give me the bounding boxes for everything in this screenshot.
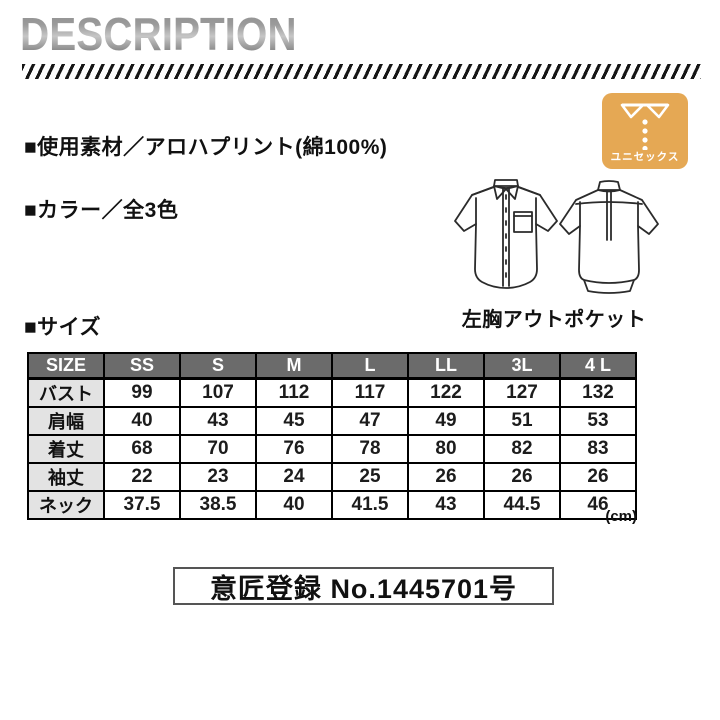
size-table-column-header: S	[179, 352, 257, 380]
size-table-cell: 76	[255, 433, 333, 464]
size-table-cell: 83	[559, 433, 637, 464]
size-table-row: 袖丈 22 23 24 25 26 26 26	[27, 461, 637, 492]
size-table-cell: 40	[103, 405, 181, 436]
size-table-column-header: L	[331, 352, 409, 380]
size-table-row-label: 肩幅	[27, 405, 105, 436]
size-table-row: バスト 99 107 112 117 122 127 132	[27, 377, 637, 408]
material-spec-text: ■使用素材／アロハプリント(綿100%)	[24, 136, 388, 159]
shirt-collar-buttons-icon	[620, 103, 670, 150]
shirt-illustration	[454, 179, 659, 294]
size-table-cell: 26	[559, 461, 637, 492]
size-table-cell: 107	[179, 377, 257, 408]
size-table-cell: 78	[331, 433, 409, 464]
size-table-cell: 37.5	[103, 489, 181, 520]
diagonal-stripe-divider	[22, 64, 701, 79]
size-table-row-label: 着丈	[27, 433, 105, 464]
unisex-badge: ユニセックス	[602, 93, 688, 169]
size-table: SIZE SS S M L LL 3L 4 L バスト 99 107 112 117 122 127 132…	[27, 352, 637, 520]
pocket-caption: 左胸アウトポケット	[461, 309, 647, 331]
size-table-cell: 80	[407, 433, 485, 464]
size-table-cell: 82	[483, 433, 561, 464]
size-table-cell: 22	[103, 461, 181, 492]
back-shirt-drawing	[559, 180, 659, 294]
size-table-cell: 53	[559, 405, 637, 436]
size-table-cell: 46	[559, 489, 637, 520]
design-registration-text: 意匠登録 No.1445701号	[209, 573, 518, 604]
size-table-cell: 122	[407, 377, 485, 408]
size-table-cell: 70	[179, 433, 257, 464]
size-table-cell: 43	[179, 405, 257, 436]
size-table-row-label: ネック	[27, 489, 105, 520]
size-table-header-row: SIZE SS S M L LL 3L 4 L	[27, 352, 637, 380]
size-table-cell: 43	[407, 489, 485, 520]
page-title: DESCRIPTION	[20, 8, 297, 60]
size-table-body: バスト 99 107 112 117 122 127 132 肩幅 40 43 45 47 49 51 53 着…	[27, 377, 637, 520]
size-table-column-header: LL	[407, 352, 485, 380]
size-table-row: ネック 37.5 38.5 40 41.5 43 44.5 46	[27, 489, 637, 520]
size-table-row-label: 袖丈	[27, 461, 105, 492]
size-table-cell: 127	[483, 377, 561, 408]
size-table-cell: 68	[103, 433, 181, 464]
size-table-cell: 25	[331, 461, 409, 492]
size-table-row: 肩幅 40 43 45 47 49 51 53	[27, 405, 637, 436]
size-table-cell: 49	[407, 405, 485, 436]
unisex-badge-label: ユニセックス	[610, 151, 680, 163]
size-table-cell: 23	[179, 461, 257, 492]
size-table-cell: 38.5	[179, 489, 257, 520]
size-table-cell: 26	[407, 461, 485, 492]
size-table-cell: 45	[255, 405, 333, 436]
unit-note: (cm)	[605, 508, 637, 525]
size-table-cell: 40	[255, 489, 333, 520]
size-table-corner-header: SIZE	[27, 352, 105, 380]
size-table-cell: 41.5	[331, 489, 409, 520]
size-table-row-label: バスト	[27, 377, 105, 408]
size-heading: ■サイズ	[24, 316, 102, 339]
size-table-cell: 117	[331, 377, 409, 408]
color-spec-text: ■カラー／全3色	[24, 199, 179, 222]
size-table-column-header: 4 L	[559, 352, 637, 380]
front-shirt-drawing	[454, 179, 558, 289]
size-table-cell: 99	[103, 377, 181, 408]
size-table-column-header: 3L	[483, 352, 561, 380]
size-table-cell: 26	[483, 461, 561, 492]
design-registration-box: 意匠登録 No.1445701号	[173, 567, 554, 605]
size-table-cell: 51	[483, 405, 561, 436]
size-table-cell: 44.5	[483, 489, 561, 520]
size-table-row: 着丈 68 70 76 78 80 82 83	[27, 433, 637, 464]
size-table-cell: 47	[331, 405, 409, 436]
size-table-cell: 24	[255, 461, 333, 492]
size-table-column-header: M	[255, 352, 333, 380]
size-table-column-header: SS	[103, 352, 181, 380]
size-table-cell: 112	[255, 377, 333, 408]
size-table-cell: 132	[559, 377, 637, 408]
